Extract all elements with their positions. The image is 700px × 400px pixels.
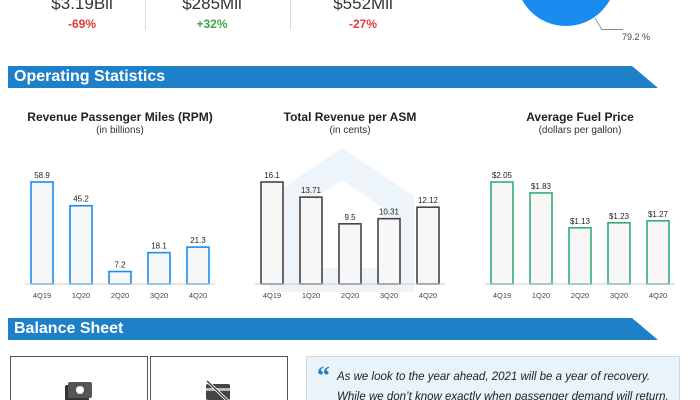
stat-value: $3.19Bil — [51, 0, 113, 13]
bar-value-label: $1.27 — [648, 210, 669, 219]
quote-box: “ As we look to the year ahead, 2021 wil… — [306, 356, 680, 400]
bar-value-label: 45.2 — [73, 195, 89, 204]
bar-value-label: 7.2 — [114, 261, 126, 270]
bar-4q20 — [416, 206, 440, 285]
x-tick-label: 4Q20 — [419, 291, 437, 300]
x-tick-label: 2Q20 — [571, 291, 589, 300]
pie-leader-line — [594, 18, 624, 30]
bar-value-label: $2.05 — [492, 171, 513, 180]
bar-value-label: 12.12 — [418, 196, 439, 205]
chart-subtitle-fuel: (dollars per gallon) — [538, 125, 622, 136]
pie-label: 79.2 % — [622, 32, 651, 42]
x-tick-label: 4Q20 — [189, 291, 207, 300]
bar-value-label: 13.71 — [301, 186, 322, 195]
x-tick-label: 2Q20 — [111, 291, 129, 300]
bar-4q19 — [30, 181, 54, 285]
x-tick-label: 1Q20 — [302, 291, 320, 300]
stat-change: -69% — [67, 17, 96, 31]
chart-title-fuel: Average Fuel Price — [526, 110, 634, 124]
stat-value: $285Mil — [182, 0, 242, 13]
bar-4q20 — [646, 220, 670, 285]
x-tick-label: 4Q19 — [263, 291, 281, 300]
bar-chart-fuel: $2.05 4Q19 $1.83 1Q20 $1.13 2Q20 $1.23 3Q20 $1.2… — [485, 171, 675, 300]
bar-value-label: 58.9 — [34, 171, 50, 180]
chart-title-rpm: Revenue Passenger Miles (RPM) — [27, 110, 213, 124]
x-tick-label: 4Q19 — [33, 291, 51, 300]
bar-value-label: $1.13 — [570, 217, 591, 226]
bar-value-label: $1.23 — [609, 212, 630, 221]
bar-chart-rasm: 16.1 4Q19 13.71 1Q20 9.5 2Q20 10.31 3Q20 12.12 4Q… — [255, 171, 445, 300]
bar-2q20 — [338, 223, 362, 285]
x-tick-label: 1Q20 — [72, 291, 90, 300]
divider — [290, 0, 291, 30]
x-tick-label: 4Q19 — [493, 291, 511, 300]
chart-title-rasm: Total Revenue per ASM — [283, 110, 417, 124]
bar-4q20 — [186, 246, 210, 285]
chart-subtitle-rpm: (in billions) — [96, 125, 144, 136]
summary-row: $3.19Bil -69% $285Mil +32% $552Mil -27% … — [0, 0, 700, 62]
bar-2q20 — [568, 226, 592, 285]
bar-3q20 — [377, 217, 401, 285]
x-tick-label: 3Q20 — [150, 291, 168, 300]
bar-chart-rpm: 58.9 4Q19 45.2 1Q20 7.2 2Q20 18.1 3Q20 21.3 4Q20 — [25, 171, 215, 300]
stat-change: -27% — [348, 17, 377, 31]
section-header-balance: Balance Sheet — [8, 318, 658, 340]
cash-icon — [65, 382, 92, 400]
bar-3q20 — [607, 221, 631, 285]
quote-text: As we look to the year ahead, 2021 will … — [337, 371, 669, 400]
x-tick-label: 2Q20 — [341, 291, 359, 300]
stat-third: $552Mil -27% — [288, 0, 438, 31]
x-tick-label: 4Q20 — [649, 291, 667, 300]
section-header-operating: Operating Statistics — [8, 66, 658, 88]
section-title: Operating Statistics — [14, 68, 166, 85]
bar-3q20 — [147, 251, 171, 285]
quote-mark-icon: “ — [317, 361, 330, 390]
bar-2q20 — [108, 270, 132, 285]
stat-change: +32% — [196, 17, 228, 31]
bar-4q19 — [260, 181, 284, 285]
bar-value-label: 9.5 — [344, 213, 356, 222]
no-card-icon — [205, 379, 230, 400]
section-title: Balance Sheet — [14, 320, 124, 337]
x-tick-label: 3Q20 — [380, 291, 398, 300]
balance-box-cash — [10, 356, 148, 400]
bar-1q20 — [299, 196, 323, 285]
balance-box-debt — [150, 356, 288, 400]
stat-second: $285Mil +32% — [137, 0, 287, 31]
bar-value-label: 21.3 — [190, 236, 206, 245]
bar-4q19 — [490, 181, 514, 285]
x-tick-label: 1Q20 — [532, 291, 550, 300]
bar-value-label: 16.1 — [264, 171, 280, 180]
bar-1q20 — [529, 192, 553, 285]
bar-1q20 — [69, 204, 93, 285]
x-tick-label: 3Q20 — [610, 291, 628, 300]
stat-value: $552Mil — [333, 0, 393, 13]
bar-value-label: 18.1 — [151, 242, 167, 251]
divider — [145, 0, 146, 30]
bar-value-label: 10.31 — [379, 208, 400, 217]
stat-revenue: $3.19Bil -69% — [7, 0, 157, 31]
chart-subtitle-rasm: (in cents) — [329, 125, 371, 136]
bar-value-label: $1.83 — [531, 182, 552, 191]
